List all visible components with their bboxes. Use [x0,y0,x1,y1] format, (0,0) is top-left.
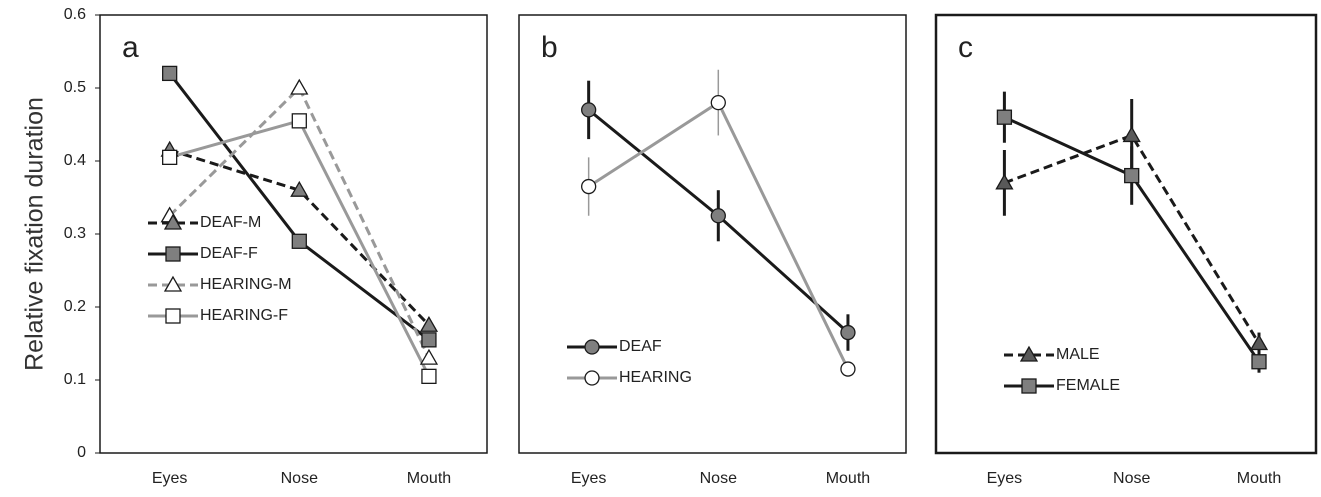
legend-marker [165,308,181,324]
x-tick-label: Nose [700,470,737,487]
x-tick-label: Eyes [571,470,607,487]
x-tick-label: Nose [1113,470,1150,487]
marker [421,332,437,348]
legend-label: HEARING-F [200,307,288,324]
y-tick-label: 0.5 [64,79,86,96]
panel-frame [934,13,1318,455]
x-tick-label: Mouth [1237,470,1281,487]
legend-marker [163,275,183,292]
marker [162,65,178,82]
legend-marker [1021,378,1037,394]
legend-label: FEMALE [1056,377,1120,394]
x-tick-label: Mouth [826,470,870,487]
series-line [169,148,431,327]
series-line [1003,133,1261,345]
y-tick-label: 0 [77,444,86,461]
legend-marker [1019,345,1039,362]
x-tick-label: Eyes [987,470,1023,487]
y-tick-label: 0.6 [64,6,86,23]
x-tick-label: Eyes [152,470,188,487]
marker [1249,334,1269,351]
marker [419,348,439,365]
marker [995,173,1014,190]
legend-label: MALE [1056,346,1100,363]
marker [996,109,1013,125]
panel-label: c [958,31,973,64]
y-tick-label: 0.1 [64,371,86,388]
marker [840,324,856,341]
marker [710,208,726,224]
marker [290,78,309,95]
panel-label: a [122,31,139,64]
legend-marker [165,246,181,262]
marker [419,315,439,332]
marker [1122,126,1141,143]
legend-label: HEARING [619,369,692,386]
legend-label: DEAF-M [200,214,261,231]
marker [162,149,178,166]
legend-label: DEAF [619,338,662,355]
marker [291,233,307,249]
marker [290,180,309,197]
legend-marker [584,370,600,386]
marker [840,361,856,377]
marker [1251,354,1267,370]
y-tick-label: 0.4 [64,152,86,169]
y-axis-label: Relative fixation duration [21,97,49,371]
marker [421,368,437,385]
panel-label: b [541,31,558,64]
marker [710,94,726,111]
legend-marker [584,339,600,355]
y-tick-label: 0.2 [64,298,86,315]
y-tick-label: 0.3 [64,225,86,242]
legend-label: DEAF-F [200,245,258,262]
marker [291,113,307,129]
x-tick-label: Mouth [407,470,451,487]
marker [1124,167,1140,184]
legend-marker [163,213,183,230]
legend-label: HEARING-M [200,276,292,293]
marker [581,178,597,195]
x-tick-label: Nose [281,470,318,487]
marker [581,102,597,118]
panel-frame [518,14,907,454]
